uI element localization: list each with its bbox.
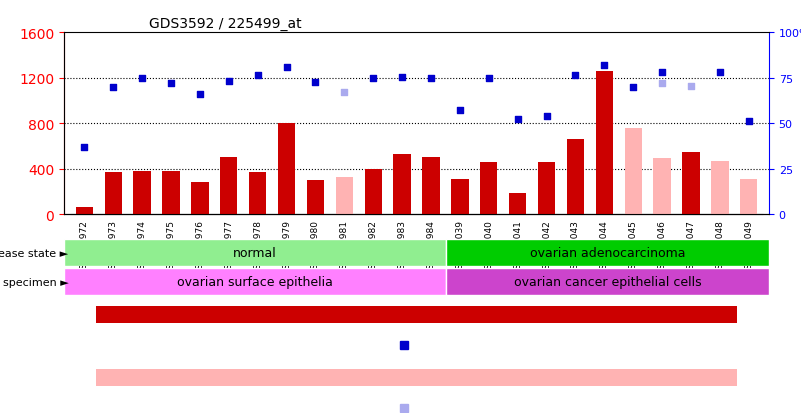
- Bar: [96, 306, 737, 324]
- Point: [714, 69, 727, 76]
- Point: [685, 83, 698, 90]
- Bar: [711, 161, 729, 215]
- Bar: [451, 180, 469, 215]
- FancyBboxPatch shape: [446, 240, 769, 266]
- Bar: [537, 163, 555, 215]
- Point: [78, 145, 91, 151]
- Point: [656, 69, 669, 76]
- Text: ovarian surface epithelia: ovarian surface epithelia: [177, 275, 333, 288]
- Text: GDS3592 / 225499_at: GDS3592 / 225499_at: [149, 17, 301, 31]
- Point: [367, 75, 380, 82]
- Text: normal: normal: [233, 247, 277, 259]
- Point: [135, 75, 148, 82]
- Bar: [75, 208, 93, 215]
- Point: [453, 107, 466, 114]
- Bar: [220, 158, 237, 215]
- Point: [743, 119, 755, 125]
- Bar: [393, 154, 411, 215]
- Point: [656, 81, 669, 88]
- Point: [626, 84, 639, 91]
- Point: [164, 81, 177, 88]
- FancyBboxPatch shape: [64, 268, 446, 295]
- FancyBboxPatch shape: [64, 240, 446, 266]
- Point: [107, 84, 119, 91]
- Bar: [249, 173, 266, 215]
- Text: specimen ►: specimen ►: [2, 277, 69, 287]
- Bar: [596, 72, 613, 215]
- Point: [280, 65, 293, 71]
- Point: [425, 75, 437, 82]
- Point: [252, 73, 264, 79]
- FancyBboxPatch shape: [446, 268, 769, 295]
- Bar: [364, 169, 382, 215]
- Point: [540, 114, 553, 121]
- Point: [569, 73, 582, 79]
- Bar: [134, 172, 151, 215]
- Point: [223, 78, 235, 85]
- Bar: [682, 152, 699, 215]
- Text: ovarian cancer epithelial cells: ovarian cancer epithelial cells: [513, 275, 701, 288]
- Bar: [654, 159, 670, 215]
- Bar: [96, 369, 737, 387]
- Bar: [567, 140, 584, 215]
- Text: disease state ►: disease state ►: [0, 248, 69, 258]
- Bar: [163, 172, 179, 215]
- Point: [338, 90, 351, 97]
- Bar: [740, 180, 758, 215]
- Bar: [307, 181, 324, 215]
- Bar: [480, 163, 497, 215]
- Bar: [625, 128, 642, 215]
- Bar: [278, 124, 296, 215]
- Bar: [509, 193, 526, 215]
- Point: [309, 80, 322, 86]
- Point: [194, 91, 207, 98]
- Bar: [104, 173, 122, 215]
- Bar: [336, 177, 353, 215]
- Point: [482, 75, 495, 82]
- Point: [511, 116, 524, 123]
- Point: [396, 74, 409, 81]
- Bar: [191, 183, 208, 215]
- Point: [598, 63, 610, 69]
- Text: ovarian adenocarcinoma: ovarian adenocarcinoma: [529, 247, 685, 259]
- Bar: [422, 158, 440, 215]
